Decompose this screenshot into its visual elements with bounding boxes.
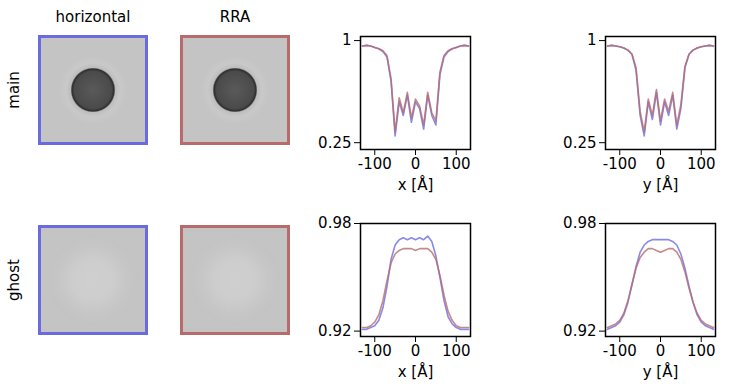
html-text:RRA: RRA xyxy=(219,8,251,26)
svg-text:0.98: 0.98 xyxy=(563,214,596,232)
svg-text:0.92: 0.92 xyxy=(318,322,351,340)
html-text:horizontal: horizontal xyxy=(55,8,131,26)
svg-text:-100: -100 xyxy=(603,342,637,360)
svg-text:-100: -100 xyxy=(603,155,637,173)
svg-text:0.25: 0.25 xyxy=(318,133,351,151)
svg-text:0.92: 0.92 xyxy=(563,322,596,340)
svg-text:y [Å]: y [Å] xyxy=(643,362,679,381)
svg-text:100: 100 xyxy=(687,155,716,173)
svg-text:100: 100 xyxy=(442,342,471,360)
svg-text:y [Å]: y [Å] xyxy=(643,175,679,194)
svg-text:0.98: 0.98 xyxy=(318,214,351,232)
svg-text:x [Å]: x [Å] xyxy=(398,175,434,194)
svg-text:0: 0 xyxy=(411,342,421,360)
html-text:main: main xyxy=(5,71,23,109)
svg-text:0: 0 xyxy=(411,155,421,173)
svg-text:x [Å]: x [Å] xyxy=(398,362,434,381)
svg-text:0: 0 xyxy=(656,342,666,360)
svg-text:100: 100 xyxy=(687,342,716,360)
svg-text:-100: -100 xyxy=(358,155,392,173)
svg-text:100: 100 xyxy=(442,155,471,173)
svg-text:0: 0 xyxy=(656,155,666,173)
svg-text:1: 1 xyxy=(587,31,597,49)
svg-text:0.25: 0.25 xyxy=(563,133,596,151)
svg-text:-100: -100 xyxy=(358,342,392,360)
html-text:ghost: ghost xyxy=(5,259,23,301)
svg-text:1: 1 xyxy=(342,31,352,49)
